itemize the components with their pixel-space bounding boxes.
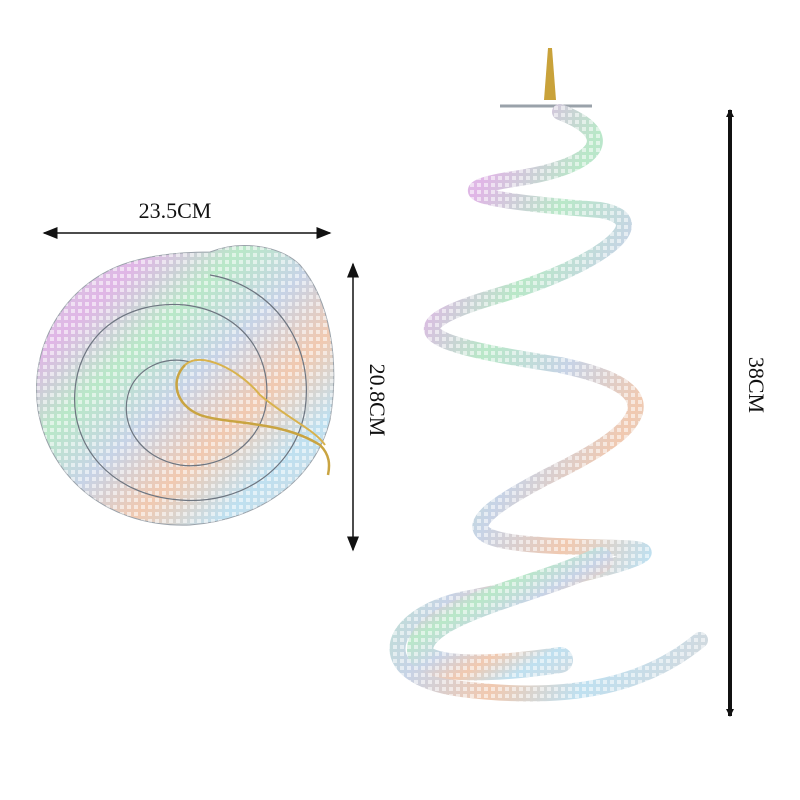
- height-label: 20.8CM: [365, 364, 390, 437]
- width-label: 23.5CM: [139, 198, 212, 223]
- spiral: [389, 48, 708, 702]
- disc: [36, 245, 335, 526]
- length-label: 38CM: [744, 357, 769, 413]
